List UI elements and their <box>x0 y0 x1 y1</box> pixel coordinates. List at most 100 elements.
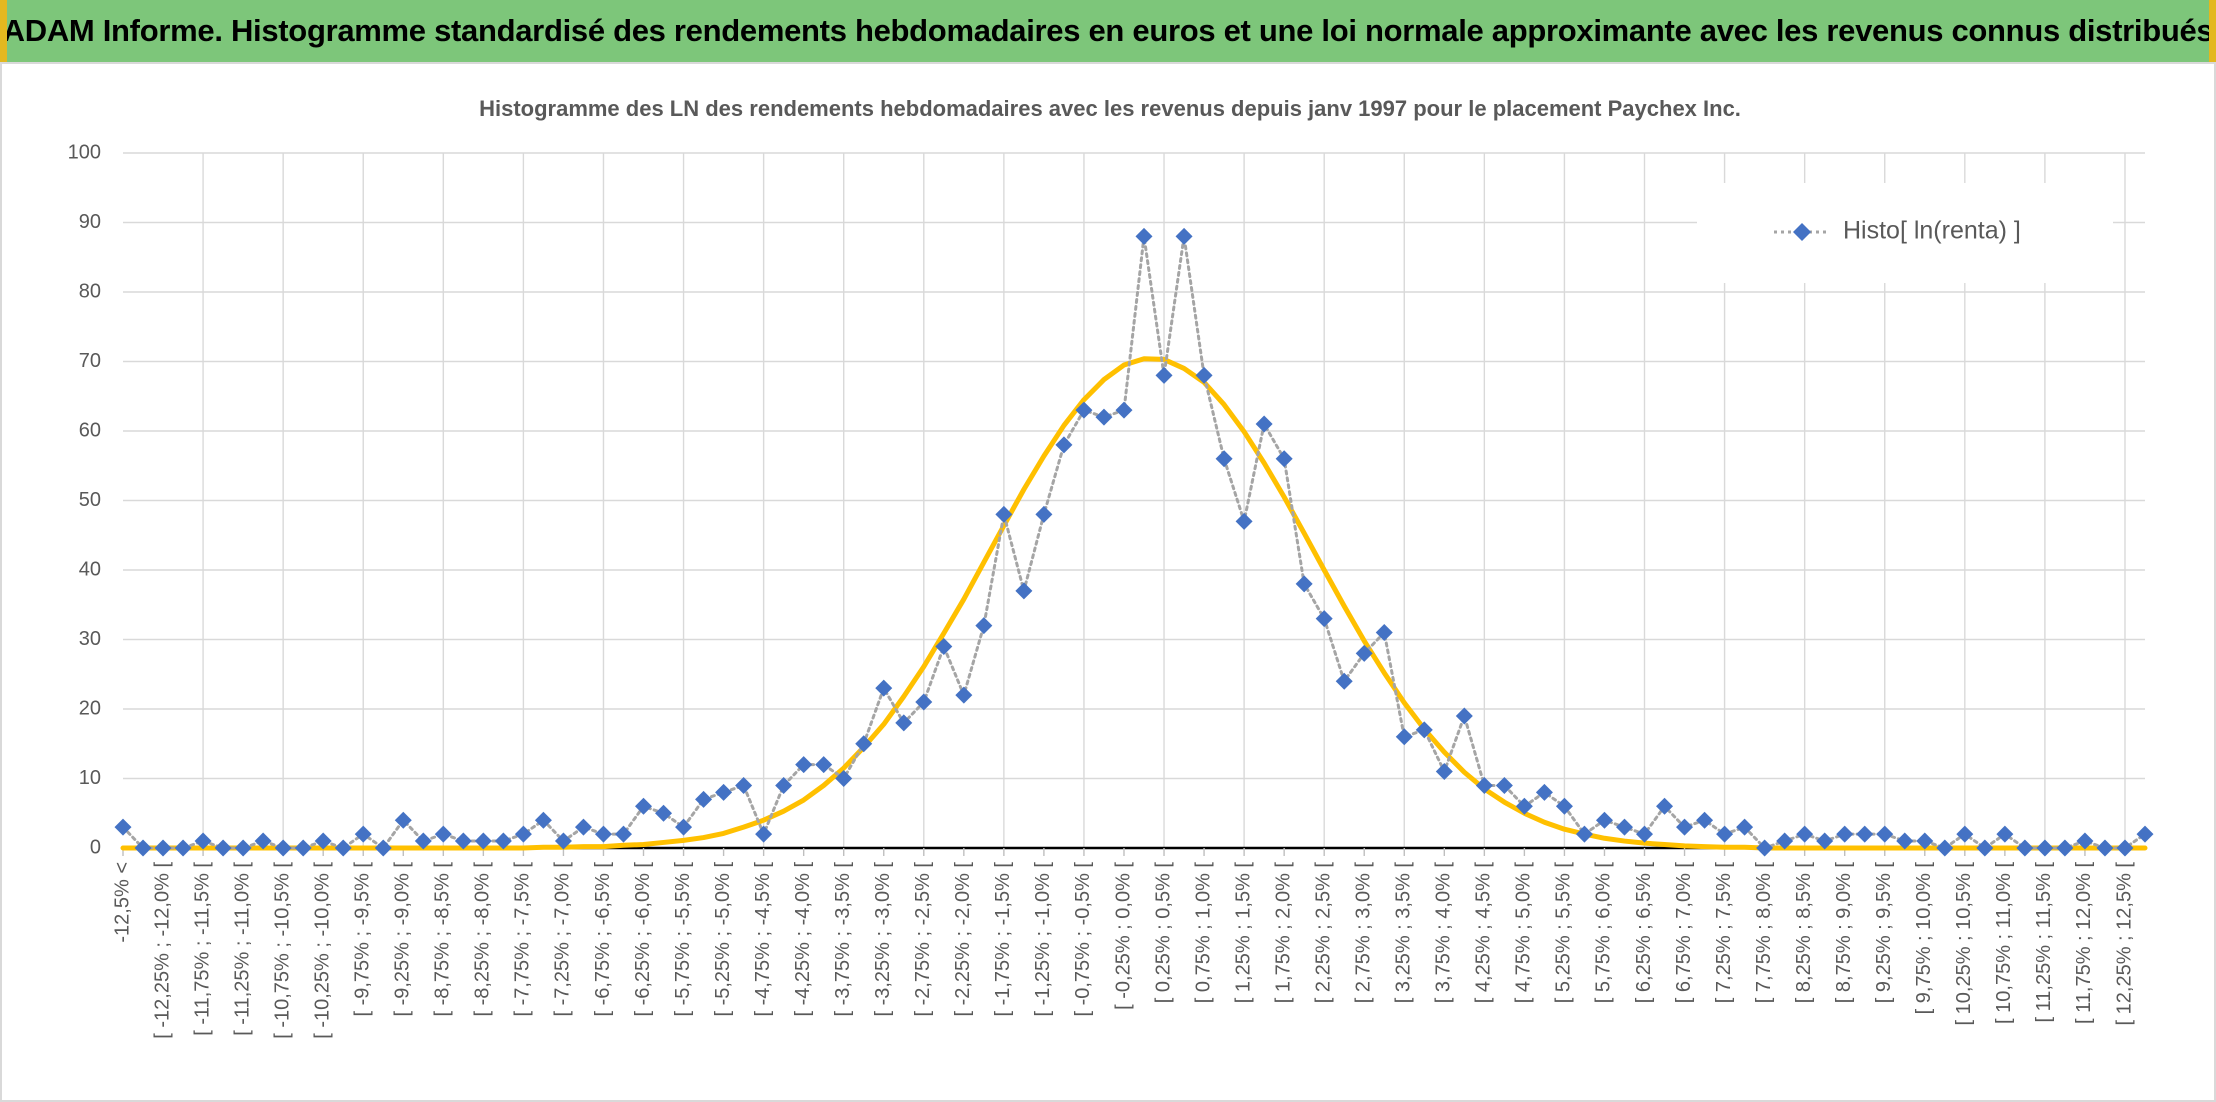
chart: Histogramme des LN des rendements hebdom… <box>0 62 2216 1102</box>
data-point <box>1015 582 1033 600</box>
data-point <box>274 839 292 857</box>
data-point <box>1175 227 1193 245</box>
data-point <box>434 825 452 843</box>
x-tick-label: [ 10,25% ; 10,5% [ <box>1953 862 1975 1026</box>
data-point <box>414 832 432 850</box>
data-point <box>915 693 933 711</box>
data-point <box>1475 776 1493 794</box>
data-point <box>1776 832 1794 850</box>
data-point <box>1075 401 1093 419</box>
x-tick-label: [ -2,25% ; -2,0% [ <box>952 862 974 1017</box>
y-tick-label: 20 <box>79 697 101 719</box>
x-tick-label: [ -5,25% ; -5,0% [ <box>712 862 734 1017</box>
data-point <box>1315 610 1333 628</box>
x-tick-label: [ -4,75% ; -4,5% [ <box>752 862 774 1017</box>
data-point <box>675 818 693 836</box>
header-title: ADAM Informe. Histogramme standardisé de… <box>2 13 2214 48</box>
data-point <box>755 825 773 843</box>
data-point <box>635 797 653 815</box>
data-point <box>1575 825 1593 843</box>
x-tick-label: [ 1,75% ; 2,0% [ <box>1272 862 1294 1004</box>
data-point <box>1435 763 1453 781</box>
data-point <box>875 679 893 697</box>
data-point <box>1115 401 1133 419</box>
data-point <box>1535 783 1553 801</box>
data-point <box>554 832 572 850</box>
data-point <box>1736 818 1754 836</box>
x-tick-label: [ 3,75% ; 4,0% [ <box>1433 862 1455 1004</box>
legend-marker <box>1793 223 1811 241</box>
x-tick-label: [ 1,25% ; 1,5% [ <box>1232 862 1254 1004</box>
data-point <box>1636 825 1654 843</box>
x-tick-label: [ -7,25% ; -7,0% [ <box>552 862 574 1017</box>
data-point <box>1055 436 1073 454</box>
series-line <box>121 234 2147 850</box>
data-point <box>1235 512 1253 530</box>
x-tick-label: [ 11,25% ; 11,5% [ <box>2033 862 2055 1023</box>
data-point <box>1195 366 1213 384</box>
data-point <box>2116 839 2134 857</box>
data-point <box>1155 366 1173 384</box>
data-point <box>294 839 312 857</box>
data-point <box>1876 825 1894 843</box>
data-point <box>1896 832 1914 850</box>
data-point <box>2056 839 2074 857</box>
x-tick-label: [ -0,25% ; 0,0% [ <box>1112 862 1134 1010</box>
x-tick-label: [ 4,25% ; 4,5% [ <box>1473 862 1495 1004</box>
data-point <box>1976 839 1994 857</box>
data-point <box>955 686 973 704</box>
data-point <box>1395 728 1413 746</box>
x-tick-label: -12,5% < <box>111 862 133 943</box>
x-tick-label: [ 9,25% ; 9,5% [ <box>1873 862 1895 1004</box>
data-point <box>314 832 332 850</box>
header: ADAM Informe. Histogramme standardisé de… <box>0 0 2216 62</box>
accent <box>2209 0 2216 62</box>
data-point <box>1756 839 1774 857</box>
x-tick-label: [ -3,25% ; -3,0% [ <box>872 862 894 1017</box>
x-tick-label: [ 11,75% ; 12,0% [ <box>2073 862 2095 1024</box>
x-tick-label: [ -3,75% ; -3,5% [ <box>832 862 854 1017</box>
data-point <box>815 756 833 774</box>
x-tick-label: [ -1,75% ; -1,5% [ <box>992 862 1014 1017</box>
x-tick-label: [ -7,75% ; -7,5% [ <box>512 862 534 1017</box>
data-point <box>895 714 913 732</box>
x-tick-label: [ 7,25% ; 7,5% [ <box>1713 862 1735 1004</box>
accent <box>0 0 7 62</box>
y-tick-label: 80 <box>79 280 101 302</box>
data-point <box>1856 825 1874 843</box>
x-tick-label: [ -10,75% ; -10,5% [ <box>271 862 293 1039</box>
y-tick-label: 50 <box>79 489 101 511</box>
x-tick-label: [ 5,25% ; 5,5% [ <box>1553 862 1575 1004</box>
data-point <box>234 839 252 857</box>
data-point <box>1595 811 1613 829</box>
data-point <box>534 811 552 829</box>
legend-label: Histo[ ln(renta) ] <box>1843 217 2021 245</box>
data-point <box>855 735 873 753</box>
x-tick-label: [ -0,75% ; -0,5% [ <box>1072 862 1094 1017</box>
chart-border <box>0 62 2216 1102</box>
x-tick-label: [ -6,25% ; -6,0% [ <box>632 862 654 1017</box>
x-tick-label: [ 10,75% ; 11,0% [ <box>1993 862 2015 1024</box>
x-tick-label: [ -11,25% ; -11,0% [ <box>231 862 253 1036</box>
data-point <box>1656 797 1674 815</box>
data-point <box>975 617 993 635</box>
data-point <box>594 825 612 843</box>
y-tick-label: 100 <box>68 141 101 163</box>
data-point <box>695 790 713 808</box>
data-point <box>1916 832 1934 850</box>
x-tick-label: [ -4,25% ; -4,0% [ <box>792 862 814 1017</box>
data-point <box>1936 839 1954 857</box>
x-tick-label: [ -6,75% ; -6,5% [ <box>592 862 614 1017</box>
y-tick-label: 90 <box>79 211 101 233</box>
x-tick-label: [ 8,75% ; 9,0% [ <box>1833 862 1855 1004</box>
data-point <box>1135 227 1153 245</box>
data-point <box>2136 825 2154 843</box>
data-point <box>214 839 232 857</box>
x-tick-label: [ -1,25% ; -1,0% [ <box>1032 862 1054 1017</box>
data-point <box>775 776 793 794</box>
data-point <box>715 783 733 801</box>
x-tick-label: [ 4,75% ; 5,0% [ <box>1513 862 1535 1004</box>
x-tick-label: [ 12,25% ; 12,5% [ <box>2113 862 2135 1026</box>
data-point <box>1495 776 1513 794</box>
data-point <box>474 832 492 850</box>
